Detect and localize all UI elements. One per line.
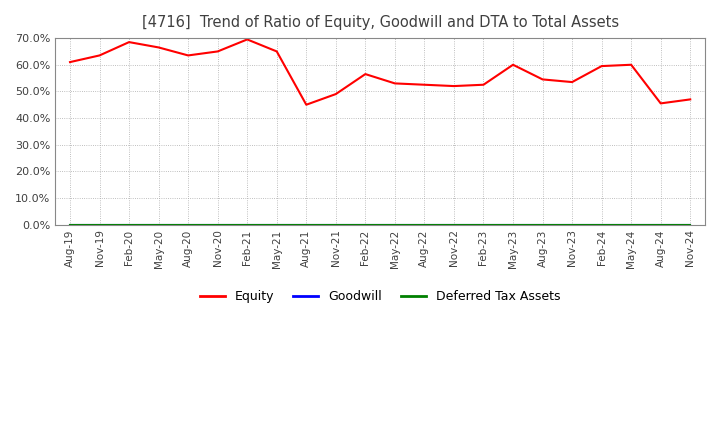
Equity (66, 59, 74, 65)
Deferred Tax Assets (184, 222, 192, 227)
Goodwill (449, 222, 458, 227)
Goodwill (331, 222, 340, 227)
Equity (480, 82, 488, 88)
Equity (539, 77, 547, 82)
Goodwill (66, 222, 74, 227)
Equity (657, 101, 665, 106)
Deferred Tax Assets (686, 222, 695, 227)
Goodwill (480, 222, 488, 227)
Equity (331, 92, 340, 97)
Goodwill (213, 222, 222, 227)
Deferred Tax Assets (361, 222, 369, 227)
Deferred Tax Assets (627, 222, 636, 227)
Goodwill (184, 222, 192, 227)
Goodwill (302, 222, 310, 227)
Goodwill (539, 222, 547, 227)
Equity (95, 53, 104, 58)
Goodwill (420, 222, 428, 227)
Deferred Tax Assets (331, 222, 340, 227)
Goodwill (125, 222, 133, 227)
Goodwill (272, 222, 281, 227)
Goodwill (686, 222, 695, 227)
Deferred Tax Assets (509, 222, 518, 227)
Equity (272, 49, 281, 54)
Equity (509, 62, 518, 67)
Legend: Equity, Goodwill, Deferred Tax Assets: Equity, Goodwill, Deferred Tax Assets (195, 285, 565, 308)
Deferred Tax Assets (480, 222, 488, 227)
Goodwill (390, 222, 399, 227)
Deferred Tax Assets (154, 222, 163, 227)
Equity (243, 37, 251, 42)
Goodwill (361, 222, 369, 227)
Deferred Tax Assets (568, 222, 577, 227)
Goodwill (598, 222, 606, 227)
Deferred Tax Assets (420, 222, 428, 227)
Goodwill (657, 222, 665, 227)
Deferred Tax Assets (272, 222, 281, 227)
Deferred Tax Assets (125, 222, 133, 227)
Equity (420, 82, 428, 88)
Equity (390, 81, 399, 86)
Deferred Tax Assets (449, 222, 458, 227)
Deferred Tax Assets (302, 222, 310, 227)
Goodwill (568, 222, 577, 227)
Equity (686, 97, 695, 102)
Equity (449, 84, 458, 89)
Goodwill (627, 222, 636, 227)
Equity (213, 49, 222, 54)
Equity (568, 80, 577, 85)
Equity (184, 53, 192, 58)
Deferred Tax Assets (390, 222, 399, 227)
Goodwill (95, 222, 104, 227)
Deferred Tax Assets (539, 222, 547, 227)
Goodwill (154, 222, 163, 227)
Deferred Tax Assets (213, 222, 222, 227)
Goodwill (243, 222, 251, 227)
Equity (125, 40, 133, 45)
Equity (302, 102, 310, 107)
Equity (598, 63, 606, 69)
Goodwill (509, 222, 518, 227)
Title: [4716]  Trend of Ratio of Equity, Goodwill and DTA to Total Assets: [4716] Trend of Ratio of Equity, Goodwil… (142, 15, 618, 30)
Equity (627, 62, 636, 67)
Line: Equity: Equity (70, 40, 690, 105)
Deferred Tax Assets (657, 222, 665, 227)
Deferred Tax Assets (598, 222, 606, 227)
Equity (361, 71, 369, 77)
Deferred Tax Assets (95, 222, 104, 227)
Deferred Tax Assets (243, 222, 251, 227)
Equity (154, 45, 163, 50)
Deferred Tax Assets (66, 222, 74, 227)
